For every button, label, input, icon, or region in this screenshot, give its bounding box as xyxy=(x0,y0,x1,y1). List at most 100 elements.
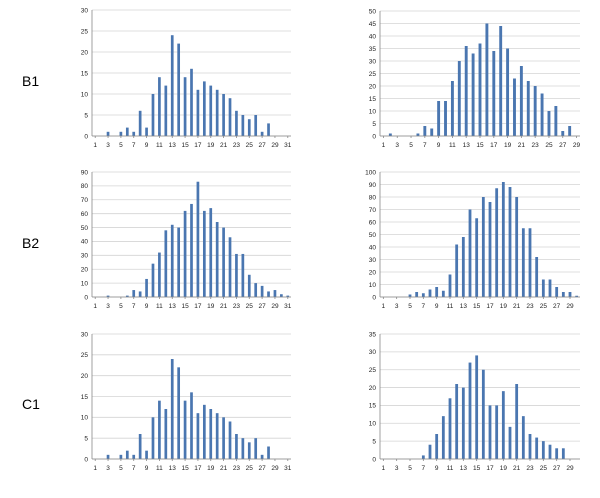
y-tick-label: 5 xyxy=(372,438,376,445)
bar xyxy=(492,51,496,136)
x-tick-label: 25 xyxy=(246,303,254,310)
x-tick-label: 31 xyxy=(284,303,292,310)
bar xyxy=(164,409,168,459)
bar xyxy=(177,367,181,459)
x-tick-label: 17 xyxy=(486,303,494,310)
x-tick-label: 1 xyxy=(382,465,386,472)
bar xyxy=(106,131,110,136)
x-tick-label: 1 xyxy=(382,142,386,149)
bar xyxy=(183,210,187,297)
x-tick-label: 29 xyxy=(271,303,279,310)
bar xyxy=(196,89,200,136)
x-tick-label: 19 xyxy=(207,303,215,310)
bar xyxy=(441,290,445,297)
y-tick-label: 0 xyxy=(372,294,376,301)
y-tick-label: 10 xyxy=(81,415,89,422)
x-tick-label: 23 xyxy=(233,465,241,472)
y-tick-label: 20 xyxy=(369,385,377,392)
bar xyxy=(540,93,544,136)
bar xyxy=(273,290,277,297)
bar xyxy=(471,53,475,136)
bar xyxy=(145,450,148,459)
bar xyxy=(548,279,552,297)
y-tick-label: 5 xyxy=(372,121,376,128)
bar xyxy=(228,237,232,297)
x-tick-label: 21 xyxy=(220,465,228,472)
x-tick-label: 3 xyxy=(395,303,399,310)
bar xyxy=(450,81,454,136)
x-tick-label: 27 xyxy=(258,465,266,472)
bar xyxy=(267,291,270,297)
bar xyxy=(455,244,459,297)
bar xyxy=(247,119,251,136)
x-tick-label: 25 xyxy=(246,142,254,149)
bar xyxy=(423,126,427,136)
x-tick-label: 7 xyxy=(132,142,136,149)
bar xyxy=(170,359,174,459)
y-tick-label: 40 xyxy=(369,244,377,251)
x-tick-label: 11 xyxy=(447,303,454,310)
y-tick-label: 20 xyxy=(81,267,89,274)
x-tick-label: 13 xyxy=(463,142,471,149)
bar xyxy=(183,400,187,459)
y-tick-label: 90 xyxy=(369,182,377,189)
x-tick-label: 23 xyxy=(233,303,241,310)
bar xyxy=(430,128,434,136)
x-tick-label: 17 xyxy=(194,465,202,472)
x-tick-label: 23 xyxy=(233,142,241,149)
bar xyxy=(468,362,472,459)
x-tick-label: 29 xyxy=(573,142,581,149)
bar xyxy=(222,94,225,136)
row-label-c1: C1 xyxy=(22,396,40,412)
x-tick-label: 15 xyxy=(476,142,484,149)
bar xyxy=(547,111,551,136)
x-tick-label: 21 xyxy=(513,465,521,472)
bar xyxy=(561,131,565,136)
bar xyxy=(568,126,572,136)
x-tick-label: 1 xyxy=(382,303,386,310)
y-tick-label: 15 xyxy=(81,70,89,77)
bar xyxy=(428,289,432,297)
bar xyxy=(441,416,445,459)
y-tick-label: 15 xyxy=(81,394,89,401)
bar xyxy=(190,203,193,297)
x-tick-label: 9 xyxy=(437,142,441,149)
bar xyxy=(499,26,503,136)
x-tick-label: 31 xyxy=(284,142,292,149)
bar xyxy=(541,279,545,297)
bar xyxy=(254,438,258,459)
bar xyxy=(119,131,123,136)
y-tick-label: 70 xyxy=(369,207,377,214)
bar xyxy=(209,85,213,136)
bar xyxy=(408,294,412,297)
bar xyxy=(235,253,238,297)
x-tick-label: 29 xyxy=(566,465,574,472)
bar xyxy=(468,209,472,297)
bar xyxy=(457,61,461,136)
y-tick-label: 0 xyxy=(372,133,376,140)
bar xyxy=(164,85,168,136)
bar xyxy=(170,35,174,137)
x-tick-label: 23 xyxy=(532,142,540,149)
bar xyxy=(145,278,148,297)
bar xyxy=(508,426,512,459)
y-tick-label: 25 xyxy=(81,352,89,359)
x-tick-label: 13 xyxy=(169,303,177,310)
y-tick-label: 0 xyxy=(84,456,88,463)
y-tick-label: 5 xyxy=(84,112,88,119)
x-tick-label: 15 xyxy=(181,142,189,149)
y-tick-label: 25 xyxy=(369,367,377,374)
x-tick-label: 11 xyxy=(156,465,163,472)
x-tick-label: 15 xyxy=(473,303,481,310)
bar xyxy=(533,86,537,136)
x-tick-label: 23 xyxy=(526,303,534,310)
bar xyxy=(138,434,142,459)
bar xyxy=(478,43,482,136)
bar xyxy=(448,274,452,297)
bar xyxy=(215,222,219,297)
x-tick-label: 5 xyxy=(119,465,123,472)
x-tick-label: 27 xyxy=(553,303,561,310)
